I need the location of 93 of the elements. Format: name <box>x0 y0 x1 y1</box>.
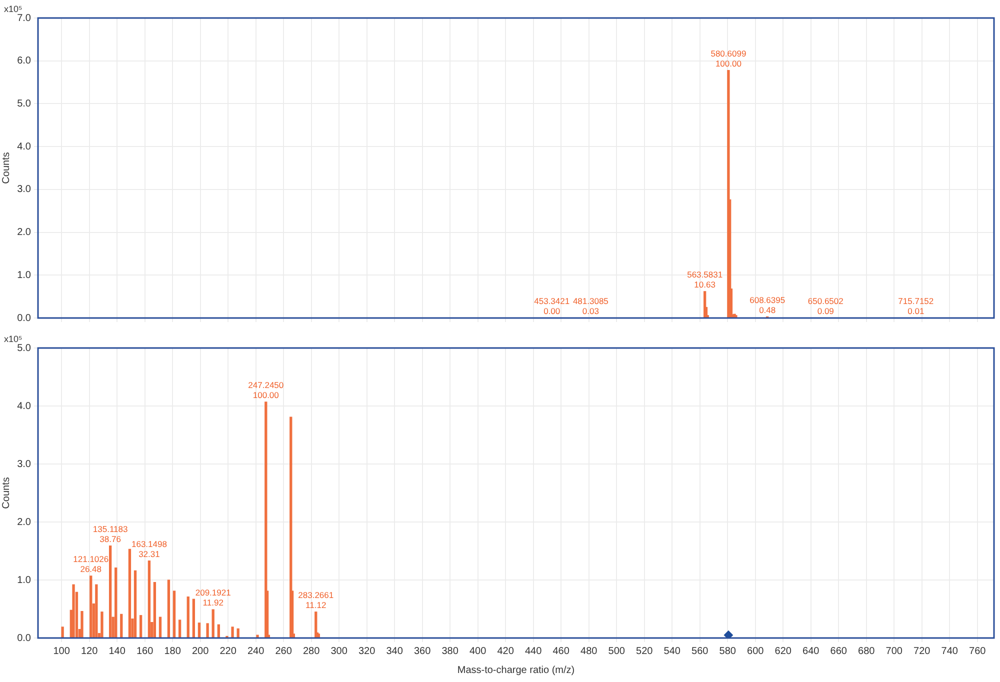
x-tick-label: 620 <box>774 646 792 657</box>
y-tick-label: 4.0 <box>17 400 32 412</box>
x-tick-label: 500 <box>608 646 626 657</box>
x-tick-label: 720 <box>914 646 931 657</box>
bar <box>72 584 75 638</box>
annotation: 135.1183 38.76 <box>92 524 128 544</box>
x-tick-label: 180 <box>164 646 182 657</box>
x-tick-label: 300 <box>330 646 348 657</box>
annotation: 121.1026 26.48 <box>73 554 109 574</box>
x-tick-label: 140 <box>108 646 126 657</box>
x-tick-label: 440 <box>525 646 542 657</box>
x-tick-label: 340 <box>386 646 404 657</box>
annotation: 481.3085 0.03 <box>572 296 609 316</box>
y-tick-label: 7.0 <box>17 12 32 24</box>
annotation: 283.2661 11.12 <box>298 590 334 610</box>
annotation: 650.6502 0.09 <box>808 296 844 316</box>
x-tick-label: 480 <box>580 646 598 657</box>
bar <box>231 626 234 638</box>
bar <box>80 610 84 638</box>
x-tick-label: 520 <box>636 646 654 657</box>
bar <box>100 612 104 638</box>
bar <box>198 622 201 638</box>
y-tick-label: 5.0 <box>17 98 32 110</box>
x-tick-label: 600 <box>747 646 764 657</box>
bar <box>153 582 156 638</box>
bar <box>172 590 176 638</box>
annotation: 608.6395 0.48 <box>750 294 786 315</box>
y-tick-label: 0.0 <box>17 312 32 324</box>
bar <box>134 570 137 638</box>
bar <box>217 624 220 638</box>
annotation: 563.5831 10.63 <box>687 270 723 290</box>
bar <box>167 580 170 638</box>
y-tick-label: 4.0 <box>17 141 32 152</box>
bar <box>178 620 182 638</box>
y-tick-label: 3.0 <box>17 184 32 196</box>
bar <box>61 626 64 638</box>
bar <box>108 545 112 638</box>
bar <box>212 609 214 638</box>
bar <box>256 634 259 638</box>
bar <box>236 628 240 638</box>
x-tick-label: 420 <box>497 646 514 657</box>
x-tick-label: 120 <box>80 646 98 657</box>
y-tick-label: 3.0 <box>17 458 32 470</box>
x-tick-label: 200 <box>192 646 210 657</box>
bar <box>192 598 196 638</box>
y-axis-title: Counts <box>0 477 12 509</box>
x-tick-label: 280 <box>302 646 320 657</box>
y-tick-label: 5.0 <box>17 342 32 354</box>
y-tick-label: 2.0 <box>17 227 32 238</box>
x-tick-label: 560 <box>692 646 709 657</box>
bar <box>206 623 209 638</box>
bar <box>114 567 118 638</box>
x-tick-label: 160 <box>136 646 154 657</box>
x-tick-label: 660 <box>830 646 848 657</box>
x-tick-label: 360 <box>414 646 432 657</box>
bar <box>95 584 98 638</box>
x-tick-label: 100 <box>53 646 70 657</box>
annotation: 247.2450 100.00 <box>248 380 284 400</box>
x-tick-label: 400 <box>470 646 487 657</box>
bar <box>186 596 190 638</box>
x-tick-label: 580 <box>719 646 736 657</box>
x-tick-label: 240 <box>247 646 265 657</box>
annotation: 453.3421 0.00 <box>534 296 570 316</box>
bar <box>139 615 142 638</box>
y-tick-label: 6.0 <box>17 56 32 67</box>
annotation: 209.1921 11.92 <box>195 588 232 608</box>
x-tick-label: 260 <box>275 646 292 657</box>
annotation: 580.6099 100.00 <box>710 48 746 68</box>
y-tick-label: 1.0 <box>17 270 32 281</box>
x-tick-label: 380 <box>442 646 459 657</box>
bar <box>120 614 123 638</box>
x-tick-label: 220 <box>220 646 237 657</box>
x-tick-label: 460 <box>552 646 570 657</box>
bar <box>158 616 162 638</box>
bar <box>148 560 151 638</box>
x-axis-title: Mass-to-charge ratio (m/z) <box>457 664 575 676</box>
bar <box>90 576 92 638</box>
x-tick-label: 700 <box>886 646 903 657</box>
text: x10⁵ <box>4 334 23 344</box>
y-axis-title: Counts <box>0 152 12 184</box>
x-tick-label: 680 <box>858 646 876 657</box>
text: x10⁵ <box>4 4 23 14</box>
x-tick-label: 740 <box>941 646 958 657</box>
x-tick-label: 640 <box>802 646 820 657</box>
x-tick-label: 320 <box>358 646 376 657</box>
bar <box>128 548 132 638</box>
x-tick-label: 760 <box>969 646 986 657</box>
y-tick-label: 1.0 <box>17 574 32 586</box>
annotation: 715.7152 0.01 <box>898 296 934 316</box>
x-tick-label: 540 <box>664 646 681 657</box>
annotation: 163.1498 32.31 <box>131 538 168 559</box>
y-tick-label: 0.0 <box>17 632 32 644</box>
y-tick-label: 2.0 <box>17 516 32 528</box>
